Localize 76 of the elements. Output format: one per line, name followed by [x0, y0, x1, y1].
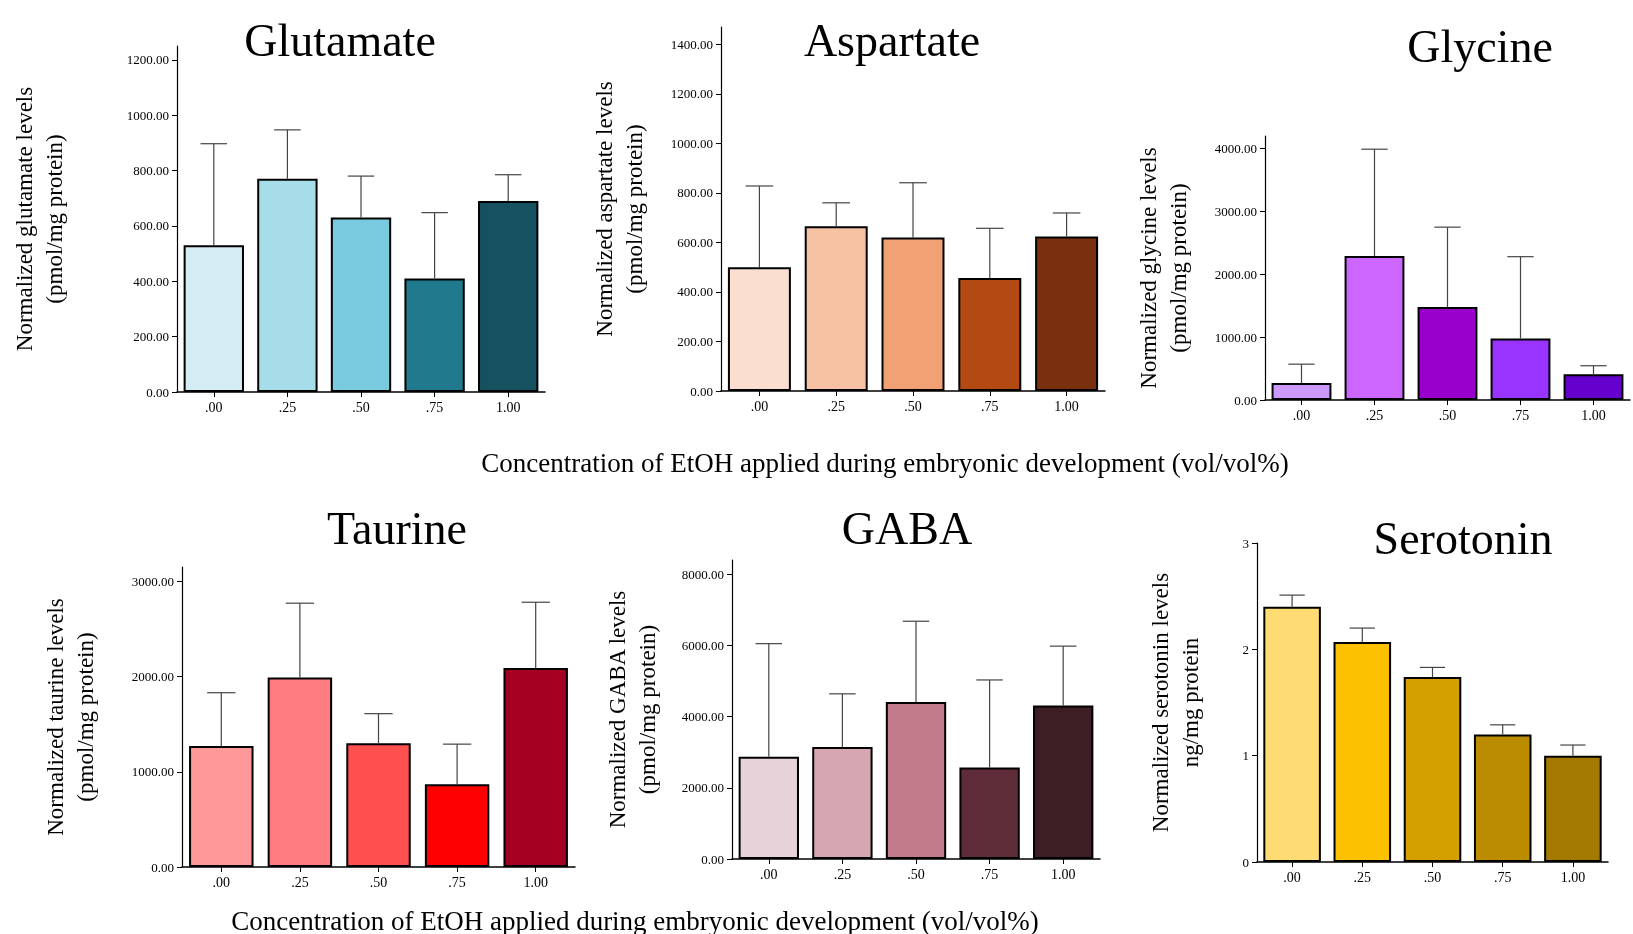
- chart-title: GABA: [841, 502, 973, 554]
- y-tick-label: 200.00: [133, 329, 169, 345]
- chart-title: Taurine: [327, 502, 467, 554]
- y-tick-label: 1000.00: [131, 764, 174, 780]
- y-axis-title: Normalized aspartate levels (pmol/mg protein): [591, 81, 647, 337]
- x-tick-label: 1.00: [523, 874, 548, 890]
- chart-title: Glutamate: [244, 14, 436, 66]
- x-tick-label: .75: [1511, 407, 1530, 423]
- y-axis-title: Normalized taurine levels (pmol/mg protein): [42, 598, 98, 836]
- x-tick-label: .50: [904, 398, 922, 414]
- y-tick-label: 800.00: [677, 185, 713, 201]
- x-tick-label: .25: [291, 874, 309, 890]
- y-tick-label: 4000.00: [681, 709, 724, 725]
- y-tick-label: 0.00: [151, 859, 174, 875]
- x-tick-label: 1.00: [1581, 407, 1606, 423]
- x-tick-label: .25: [827, 398, 845, 414]
- x-tick-label: 1.00: [1050, 866, 1076, 882]
- y-tick-label: 0.00: [690, 383, 713, 399]
- y-axis-title: Normalized GABA levels (pmol/mg protein): [604, 590, 660, 829]
- y-tick-label: 0.00: [146, 384, 169, 400]
- y-tick-label: 3000.00: [1214, 203, 1257, 219]
- x-tick-label: .75: [980, 866, 999, 882]
- x-tick-label: .00: [212, 874, 231, 890]
- y-tick-label: 3: [1242, 535, 1249, 551]
- y-tick-label: 0.00: [701, 851, 724, 867]
- y-tick-label: 1000.00: [670, 135, 713, 151]
- x-tick-label: .00: [1292, 407, 1311, 423]
- y-tick-label: 1000.00: [126, 107, 169, 123]
- x-tick-label: .25: [1353, 869, 1372, 885]
- chart-title: Serotonin: [1373, 512, 1553, 564]
- x-tick-label: .75: [981, 398, 999, 414]
- y-tick-label: 2000.00: [681, 780, 724, 796]
- x-tick-label: .25: [278, 399, 297, 415]
- y-tick-label: 400.00: [677, 284, 713, 300]
- y-tick-label: 1: [1242, 748, 1249, 764]
- x-tick-label: .75: [448, 874, 466, 890]
- y-axis-title: Normalized serotonin levels ng/mg protein: [1147, 572, 1203, 833]
- x-tick-label: .50: [1438, 407, 1457, 423]
- y-tick-label: 600.00: [677, 234, 713, 250]
- x-tick-label: .50: [907, 866, 925, 882]
- y-tick-label: 2: [1242, 641, 1249, 657]
- x-axis-title: Concentration of EtOH applied during embryonic development (vol/vol%): [481, 447, 1289, 478]
- y-tick-label: 1000.00: [1214, 329, 1257, 345]
- y-tick-label: 400.00: [133, 273, 169, 289]
- x-tick-label: .50: [369, 874, 388, 890]
- y-tick-label: 1200.00: [670, 86, 713, 102]
- y-tick-label: 4000.00: [1214, 141, 1257, 157]
- chart-title: Aspartate: [803, 14, 981, 66]
- y-tick-label: 0.00: [1234, 392, 1257, 408]
- x-tick-label: .00: [760, 866, 778, 882]
- y-tick-label: 8000.00: [681, 566, 724, 582]
- y-tick-label: 800.00: [133, 163, 169, 179]
- x-tick-label: 1.00: [1560, 869, 1586, 885]
- y-tick-label: 200.00: [677, 333, 713, 349]
- x-tick-label: 1.00: [1054, 398, 1079, 414]
- x-tick-label: .00: [750, 398, 769, 414]
- x-tick-label: .50: [1423, 869, 1442, 885]
- x-tick-label: .75: [425, 399, 444, 415]
- y-tick-label: 0: [1242, 854, 1249, 870]
- x-tick-label: .50: [352, 399, 370, 415]
- x-tick-label: .00: [205, 399, 223, 415]
- y-tick-label: 6000.00: [681, 637, 724, 653]
- y-axis-title: Normalized glutamate levels (pmol/mg protein): [11, 86, 67, 352]
- y-tick-label: 3000.00: [131, 573, 174, 589]
- chart-title: Glycine: [1407, 20, 1553, 72]
- y-axis-title: Normalized glycine levels (pmol/mg protein): [1135, 147, 1191, 389]
- y-tick-label: 2000.00: [131, 669, 174, 685]
- y-tick-label: 1200.00: [126, 52, 169, 68]
- x-tick-label: .75: [1493, 869, 1512, 885]
- y-tick-label: 1400.00: [670, 36, 713, 52]
- x-tick-label: 1.00: [495, 399, 521, 415]
- y-tick-label: 2000.00: [1214, 266, 1257, 282]
- x-tick-label: .00: [1283, 869, 1301, 885]
- y-tick-label: 600.00: [133, 218, 169, 234]
- x-tick-label: .25: [833, 866, 852, 882]
- x-tick-label: .25: [1365, 407, 1384, 423]
